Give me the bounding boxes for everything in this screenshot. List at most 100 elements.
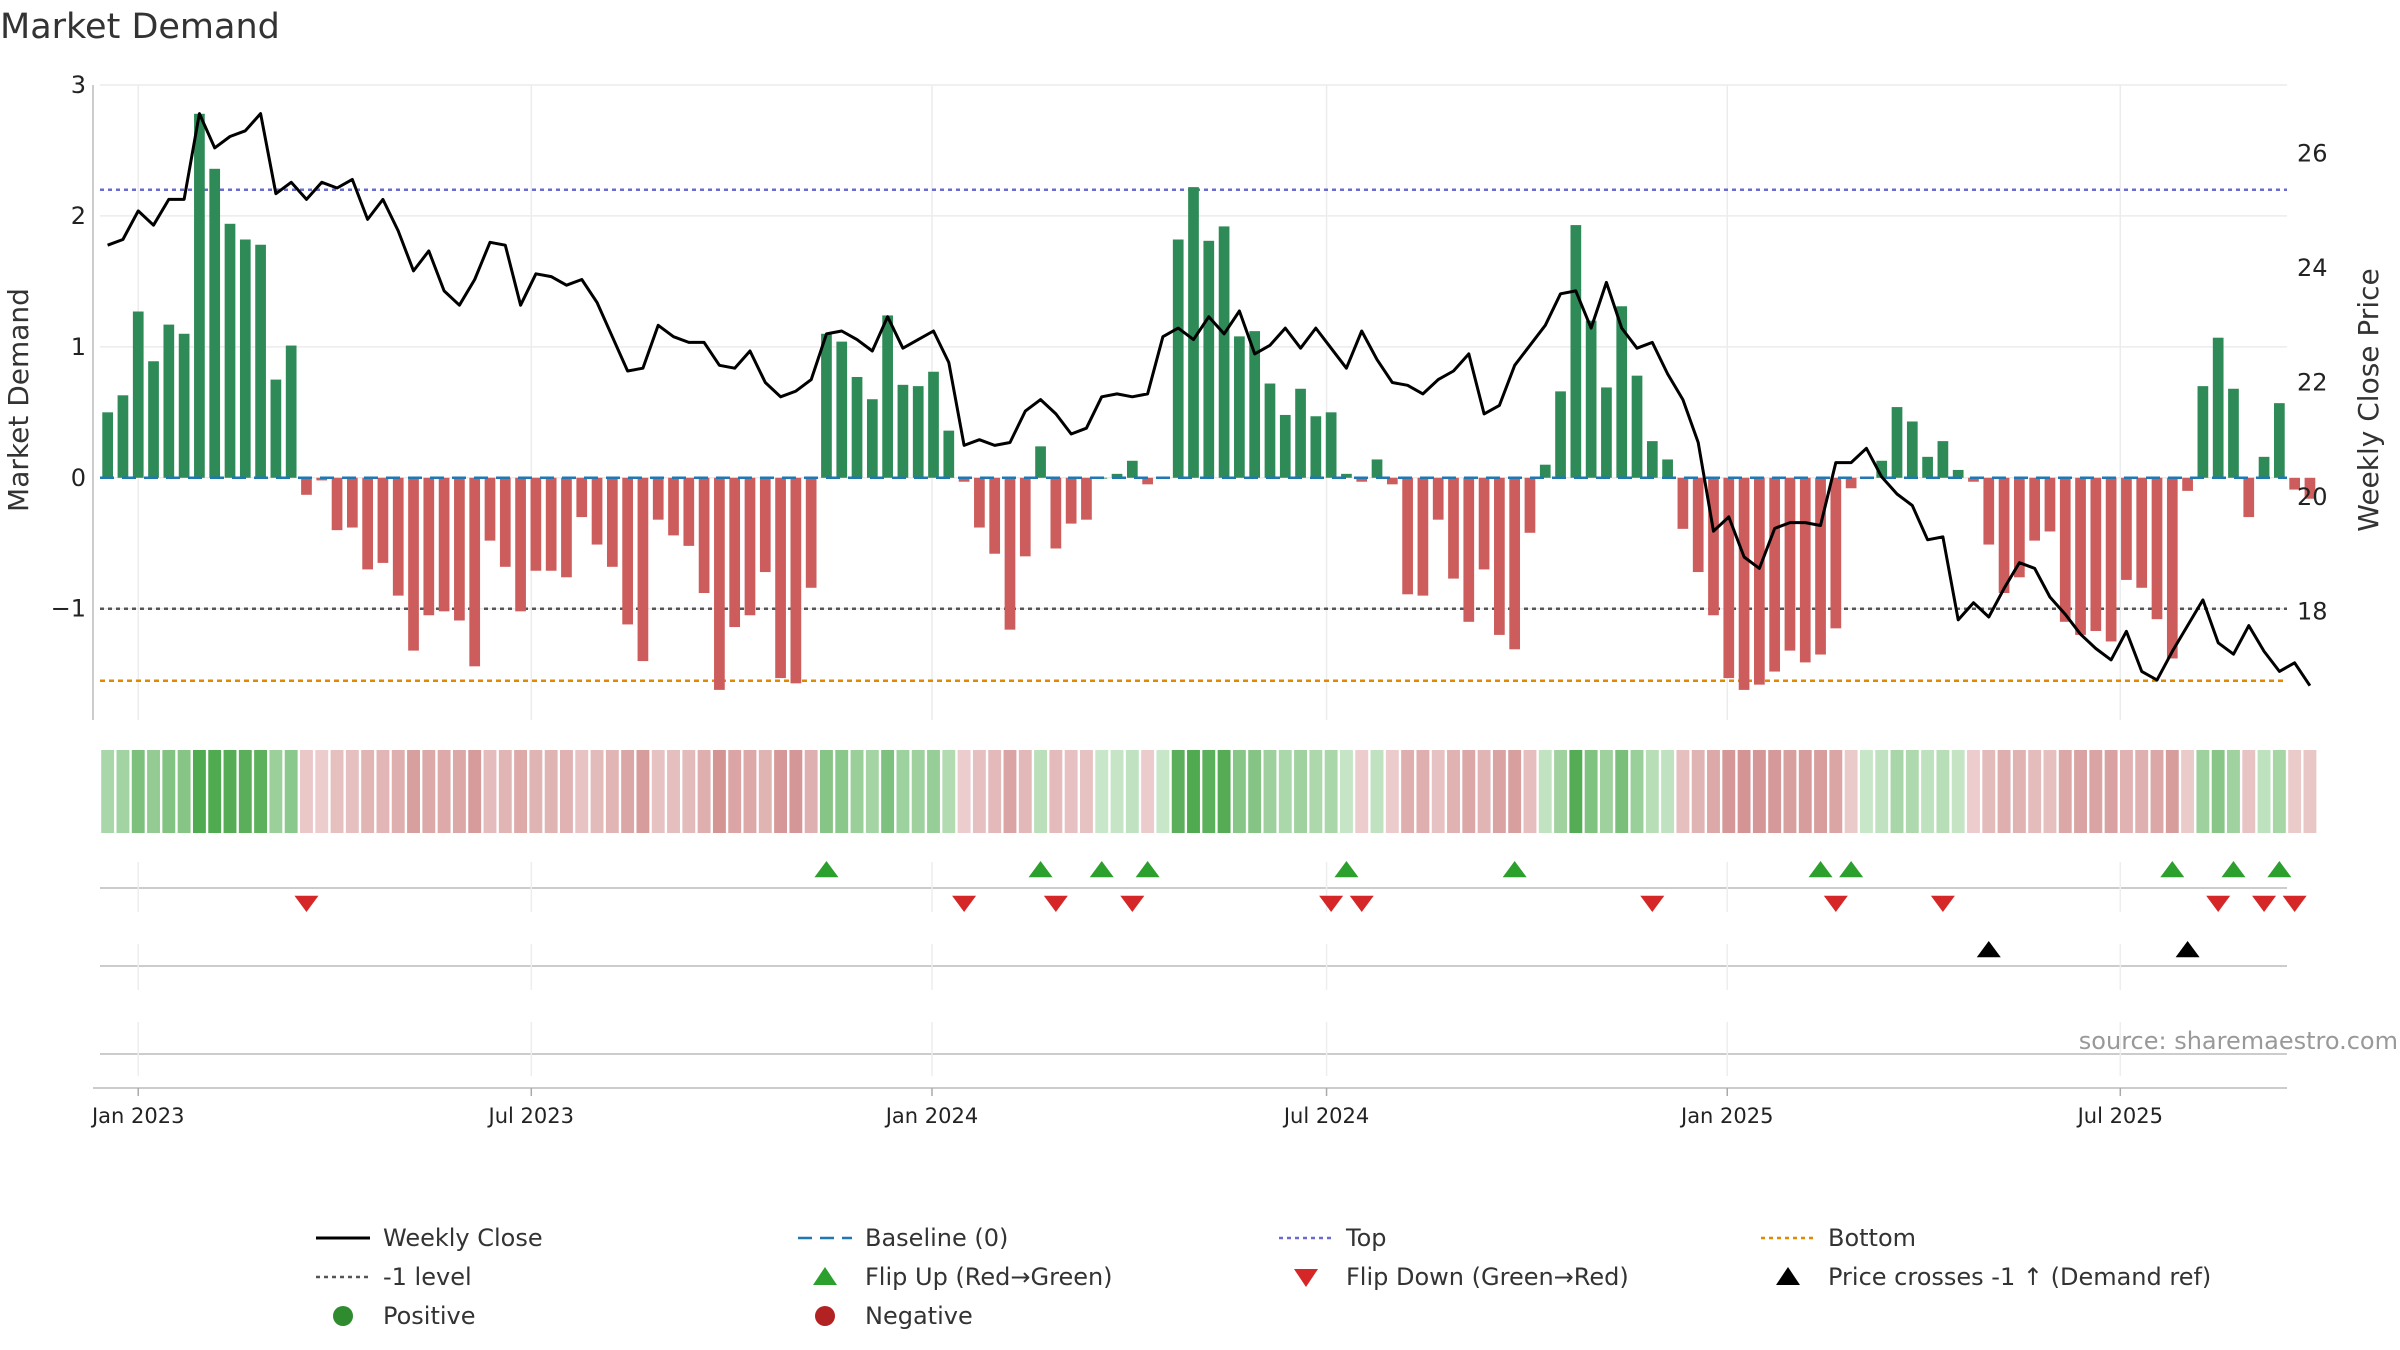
heat-cell xyxy=(1141,750,1155,833)
demand-bar xyxy=(1371,459,1383,478)
demand-bar xyxy=(408,477,419,651)
legend-swatch xyxy=(1294,1269,1318,1287)
demand-bar xyxy=(1142,477,1153,485)
demand-bar xyxy=(209,168,221,478)
right-y-axis-label: Weekly Close Price xyxy=(2352,268,2385,531)
flip-up-marker xyxy=(1502,861,1527,878)
demand-bar xyxy=(377,477,389,563)
demand-bar xyxy=(683,477,695,546)
demand-bar xyxy=(668,477,679,536)
demand-bar xyxy=(2029,477,2041,541)
heat-cell xyxy=(2196,750,2210,833)
left-y-tick-label: 2 xyxy=(71,202,86,230)
heat-cell xyxy=(712,750,726,833)
demand-bar xyxy=(1815,477,1826,655)
demand-bar xyxy=(224,223,236,478)
heat-cell xyxy=(1003,750,1017,833)
flip-up-marker xyxy=(2267,861,2292,878)
demand-bar xyxy=(1065,477,1077,524)
heat-cell xyxy=(896,750,910,833)
demand-bar xyxy=(132,311,144,478)
demand-bar xyxy=(1203,240,1215,478)
demand-bar xyxy=(1585,320,1597,478)
demand-bar xyxy=(1769,477,1781,672)
heat-cell xyxy=(1370,750,1384,833)
legend-label: Top xyxy=(1345,1224,1387,1252)
heat-cell xyxy=(544,750,558,833)
demand-bar xyxy=(1799,477,1811,663)
demand-bar xyxy=(1845,477,1857,489)
heat-cell xyxy=(1324,750,1338,833)
heat-cell xyxy=(2150,750,2164,833)
heat-cell xyxy=(1982,750,1996,833)
heat-cell xyxy=(1248,750,1262,833)
heat-cell xyxy=(697,750,711,833)
heat-cell xyxy=(177,750,191,833)
demand-bar xyxy=(1570,225,1582,478)
heat-cell xyxy=(621,750,635,833)
heat-cell xyxy=(1431,750,1445,833)
demand-bar xyxy=(1692,477,1704,573)
demand-bar xyxy=(561,477,572,578)
heat-cell xyxy=(1477,750,1491,833)
demand-bar xyxy=(1754,477,1765,685)
heat-cell xyxy=(1294,750,1308,833)
heat-cell xyxy=(820,750,833,833)
demand-bar xyxy=(1050,477,1062,549)
heat-cell xyxy=(1768,750,1782,833)
demand-bar xyxy=(1998,477,2010,593)
demand-bar xyxy=(652,477,664,520)
demand-bar xyxy=(958,477,970,482)
heat-cell xyxy=(1599,750,1613,833)
heat-cell xyxy=(1018,750,1032,833)
heat-cell xyxy=(1875,750,1889,833)
demand-bar xyxy=(1463,477,1475,622)
demand-bar xyxy=(2151,477,2163,620)
heat-cell xyxy=(300,750,313,833)
demand-bar xyxy=(1631,375,1643,478)
x-tick-label: Jul 2025 xyxy=(2076,1104,2163,1128)
demand-bar xyxy=(928,371,939,478)
x-tick-label: Jan 2025 xyxy=(1679,1104,1774,1128)
demand-bar xyxy=(1448,477,1459,579)
demand-bar xyxy=(974,477,985,528)
heat-cell xyxy=(2242,750,2256,833)
x-tick-label: Jul 2024 xyxy=(1282,1104,1369,1128)
demand-bar xyxy=(821,333,832,478)
heat-cell xyxy=(1278,750,1292,833)
demand-bar xyxy=(1876,460,1888,478)
left-y-axis-label: Market Demand xyxy=(2,288,35,512)
flip-down-marker xyxy=(2282,895,2307,912)
heat-cell xyxy=(345,750,359,833)
heat-cell xyxy=(2058,750,2072,833)
heat-cell xyxy=(1508,750,1522,833)
heat-cell xyxy=(284,750,298,833)
heat-cell xyxy=(452,750,466,833)
demand-bar xyxy=(438,477,450,612)
heat-cell xyxy=(1936,750,1950,833)
demand-bar xyxy=(1356,477,1368,482)
heat-cell xyxy=(1997,750,2011,833)
heat-cell xyxy=(1905,750,1919,833)
heat-cell xyxy=(1309,750,1323,833)
demand-bar xyxy=(1968,477,1979,482)
flip-up-marker xyxy=(1028,861,1053,878)
flip-down-marker xyxy=(2206,895,2231,912)
demand-bar xyxy=(2243,477,2255,518)
demand-bar xyxy=(163,324,175,478)
heat-cell xyxy=(2165,750,2179,833)
demand-bar xyxy=(545,477,557,571)
heat-cell xyxy=(391,750,405,833)
heat-cell xyxy=(1232,750,1246,833)
demand-heat-strip xyxy=(101,750,2317,833)
demand-bar xyxy=(270,379,282,478)
heat-cell xyxy=(1079,750,1093,833)
heat-cell xyxy=(2119,750,2133,833)
demand-bar xyxy=(2228,388,2239,478)
demand-bar xyxy=(1524,477,1536,533)
heat-cell xyxy=(1951,750,1965,833)
right-y-tick-label: 18 xyxy=(2297,597,2328,625)
demand-bar xyxy=(1264,383,1276,478)
left-y-axis: 3 2 1 0 −1 xyxy=(51,71,86,623)
legend-swatch xyxy=(1776,1267,1800,1285)
